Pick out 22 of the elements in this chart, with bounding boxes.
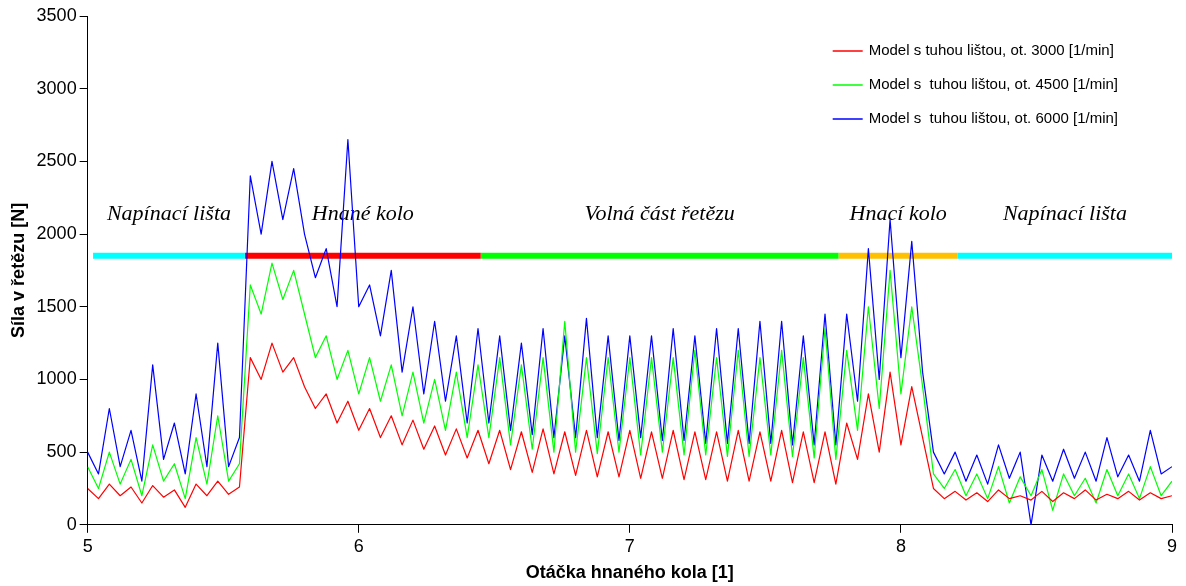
annotation: Napínací lišta — [1001, 199, 1127, 225]
legend-label: Model s tuhou lištou, ot. 6000 [1/min] — [868, 109, 1118, 127]
y-tick-label: 2000 — [36, 223, 77, 244]
x-tick-label: 9 — [1166, 535, 1178, 556]
y-tick-label: 3500 — [36, 4, 77, 25]
annotation: Hnací kolo — [848, 199, 947, 225]
annotation: Volná část řetězu — [584, 199, 735, 225]
x-tick-label: 7 — [624, 535, 635, 556]
y-tick-label: 1000 — [36, 368, 77, 389]
y-tick-label: 2500 — [36, 150, 77, 171]
y-tick-label: 0 — [66, 513, 77, 534]
legend-label: Model s tuhou lištou, ot. 3000 [1/min] — [868, 41, 1114, 59]
x-axis-title: Otáčka hnaného kola [1] — [525, 562, 734, 583]
x-tick-label: 6 — [353, 535, 364, 556]
y-tick-label: 3000 — [36, 77, 77, 98]
y-axis-title: Síla v řetězu [N] — [7, 202, 28, 338]
x-tick-label: 8 — [895, 535, 906, 556]
legend-label: Model s tuhou lištou, ot. 4500 [1/min] — [868, 75, 1118, 93]
y-tick-label: 1500 — [36, 295, 77, 316]
annotation: Napínací lišta — [105, 199, 231, 225]
x-tick-label: 5 — [82, 535, 93, 556]
y-tick-label: 500 — [46, 441, 77, 462]
